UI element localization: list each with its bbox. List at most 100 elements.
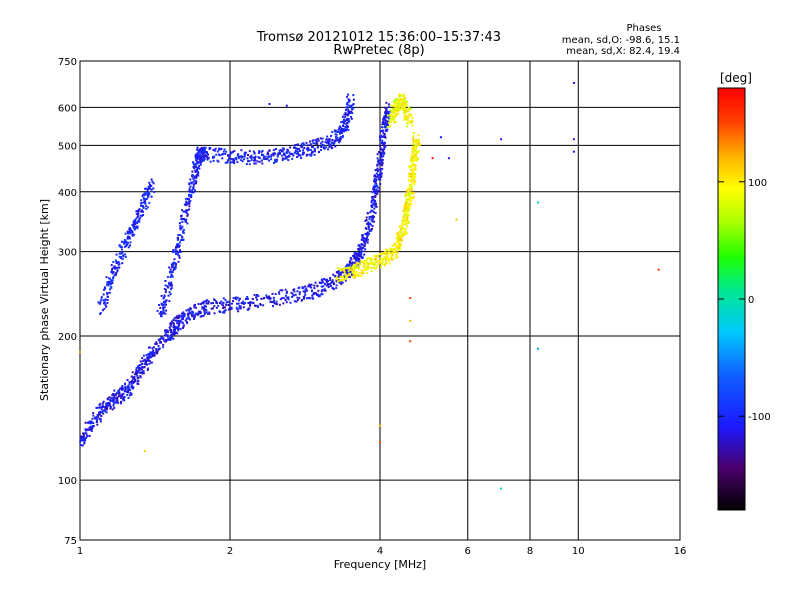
echo-point	[178, 322, 181, 324]
echo-point	[346, 101, 349, 104]
echo-point	[383, 251, 386, 254]
echo-point	[340, 121, 343, 124]
echo-point	[410, 183, 413, 186]
echo-point	[249, 303, 252, 306]
echo-point	[149, 183, 151, 186]
echo-point	[274, 293, 277, 295]
echo-point	[152, 346, 155, 349]
echo-point	[431, 157, 434, 160]
echo-point	[382, 252, 385, 255]
echo-point	[111, 269, 113, 272]
echo-point	[374, 181, 377, 184]
echo-point	[411, 117, 414, 120]
echo-point	[386, 252, 389, 255]
echo-point	[188, 193, 190, 196]
echo-point	[126, 243, 129, 246]
echo-point	[109, 399, 112, 402]
echo-point	[94, 416, 97, 419]
echo-point	[336, 136, 339, 139]
echo-point	[195, 182, 197, 185]
echo-point	[379, 183, 382, 186]
echo-point	[314, 149, 316, 152]
echo-point	[385, 248, 387, 251]
echo-point	[167, 281, 170, 284]
echo-point	[103, 307, 106, 310]
echo-point	[339, 273, 342, 276]
echo-point	[105, 406, 108, 409]
echo-point	[382, 155, 385, 158]
echo-point	[179, 320, 182, 323]
echo-point	[142, 370, 145, 373]
echo-point	[391, 252, 394, 254]
echo-point	[384, 122, 387, 125]
echo-point	[239, 155, 242, 158]
echo-point	[130, 375, 133, 378]
echo-point	[403, 110, 406, 112]
echo-point	[358, 271, 361, 274]
echo-point	[358, 254, 361, 257]
echo-point	[259, 303, 262, 305]
echo-point	[83, 437, 86, 439]
echo-point	[413, 157, 416, 160]
echo-point	[383, 123, 386, 125]
echo-point	[124, 253, 127, 256]
echo-point	[148, 187, 151, 190]
echo-point	[118, 391, 121, 394]
echo-point	[213, 312, 216, 315]
echo-point	[355, 263, 358, 266]
echo-point	[81, 444, 84, 447]
echo-point	[372, 190, 375, 193]
echo-point	[106, 283, 109, 286]
echo-point	[232, 300, 235, 302]
echo-point	[207, 300, 210, 303]
echo-point	[162, 304, 165, 307]
echo-point	[352, 266, 355, 269]
echo-point	[314, 281, 317, 284]
echo-point	[398, 246, 401, 249]
echo-point	[381, 120, 384, 123]
echo-point	[346, 272, 349, 274]
echo-point	[86, 428, 89, 431]
echo-point	[365, 268, 368, 271]
echo-point	[145, 207, 148, 210]
echo-point	[339, 128, 342, 131]
echo-point	[119, 387, 122, 390]
echo-point	[371, 210, 374, 213]
echo-point	[342, 129, 345, 132]
echo-point	[228, 157, 230, 160]
echo-point	[411, 162, 414, 165]
echo-point	[171, 333, 174, 336]
echo-point	[381, 139, 384, 142]
echo-point	[203, 146, 205, 149]
echo-point	[397, 238, 399, 241]
echo-point	[160, 315, 163, 318]
echo-point	[182, 232, 185, 234]
echo-point	[187, 316, 190, 319]
echo-point	[331, 141, 333, 144]
echo-point	[231, 158, 234, 161]
echo-point	[344, 111, 347, 114]
echo-point	[326, 278, 329, 281]
echo-point	[162, 346, 165, 349]
echo-point	[340, 271, 343, 274]
echo-point	[85, 429, 88, 432]
echo-point	[317, 139, 320, 142]
echo-point	[182, 324, 185, 327]
echo-point	[160, 313, 163, 316]
echo-point	[377, 259, 380, 262]
echo-point	[262, 154, 265, 156]
echo-point	[191, 315, 194, 318]
echo-point	[349, 112, 352, 114]
echo-point	[252, 150, 255, 153]
echo-point	[376, 193, 379, 195]
echo-point	[379, 424, 381, 427]
echo-point	[122, 396, 125, 399]
echo-point	[141, 371, 144, 374]
echo-point	[333, 129, 336, 132]
echo-point	[356, 254, 359, 257]
echo-point	[102, 400, 105, 403]
echo-point	[150, 361, 153, 364]
echo-point	[298, 297, 301, 300]
echo-point	[285, 301, 288, 304]
